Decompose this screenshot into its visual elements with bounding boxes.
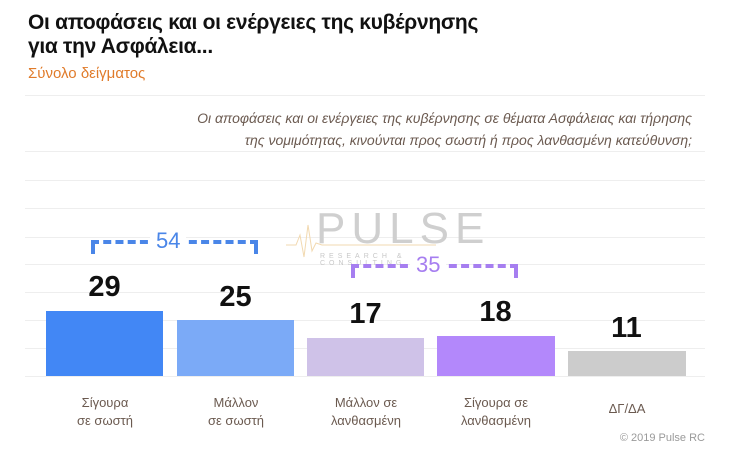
- value-label: 29: [88, 271, 121, 303]
- bar-definitely-correct: [46, 311, 163, 376]
- question-line-2: της νομιμότητας, κινούνται προς σωστή ή …: [244, 132, 692, 148]
- category-label-line: ΔΓ/ΔΑ: [608, 401, 646, 416]
- pulse-heartbeat-icon: [286, 224, 436, 258]
- gridline: [25, 151, 705, 152]
- category-label-line: λανθασμένη: [330, 413, 402, 428]
- pulse-watermark: PULSE RESEARCH & CONSULTING: [286, 205, 486, 267]
- category-label: ΔΓ/ΔΑ: [562, 400, 692, 418]
- copyright-notice: © 2019 Pulse RC: [619, 432, 705, 444]
- question-line-1: Οι αποφάσεις και οι ενέργειες της κυβέρν…: [197, 110, 692, 126]
- header-divider: [25, 95, 705, 96]
- gridline: [25, 237, 705, 238]
- bar-probably-wrong: [307, 338, 424, 376]
- category-label-line: Μάλλον σε: [334, 395, 398, 410]
- bracket-label-35: 35: [410, 254, 447, 276]
- chart-subtitle: Σύνολο δείγματος: [28, 65, 146, 82]
- category-label: Σίγουρα σε σωστή: [40, 394, 170, 430]
- watermark-brand: PULSE: [316, 204, 491, 253]
- category-label: Μάλλον σε λανθασμένη: [301, 394, 431, 430]
- title-line-2: για την Ασφάλεια...: [28, 35, 213, 58]
- gridline: [25, 376, 705, 377]
- category-label-line: Μάλλον: [213, 395, 259, 410]
- bar-definitely-wrong: [437, 336, 555, 376]
- survey-question: Οι αποφάσεις και οι ενέργειες της κυβέρν…: [92, 107, 692, 151]
- category-label: Σίγουρα σε λανθασμένη: [431, 394, 561, 430]
- gridline: [25, 180, 705, 181]
- category-label-line: σε σωστή: [77, 413, 133, 428]
- category-label-line: σε σωστή: [208, 413, 264, 428]
- category-label-line: Σίγουρα σε: [463, 395, 529, 410]
- value-label: 25: [219, 281, 252, 313]
- bar-probably-correct: [177, 320, 294, 376]
- title-line-1: Οι αποφάσεις και οι ενέργειες της κυβέρν…: [28, 11, 479, 34]
- category-label-line: λανθασμένη: [460, 413, 532, 428]
- chart-title: Οι αποφάσεις και οι ενέργειες της κυβέρν…: [28, 11, 478, 59]
- gridline: [25, 208, 705, 209]
- value-label: 17: [349, 298, 382, 330]
- category-label-line: Σίγουρα: [81, 395, 129, 410]
- category-label: Μάλλον σε σωστή: [171, 394, 301, 430]
- value-label: 18: [479, 296, 512, 328]
- bar-dont-know: [568, 351, 686, 376]
- value-label: 11: [611, 312, 642, 344]
- gridline: [25, 292, 705, 293]
- gridline: [25, 320, 705, 321]
- bracket-label-54: 54: [150, 230, 187, 252]
